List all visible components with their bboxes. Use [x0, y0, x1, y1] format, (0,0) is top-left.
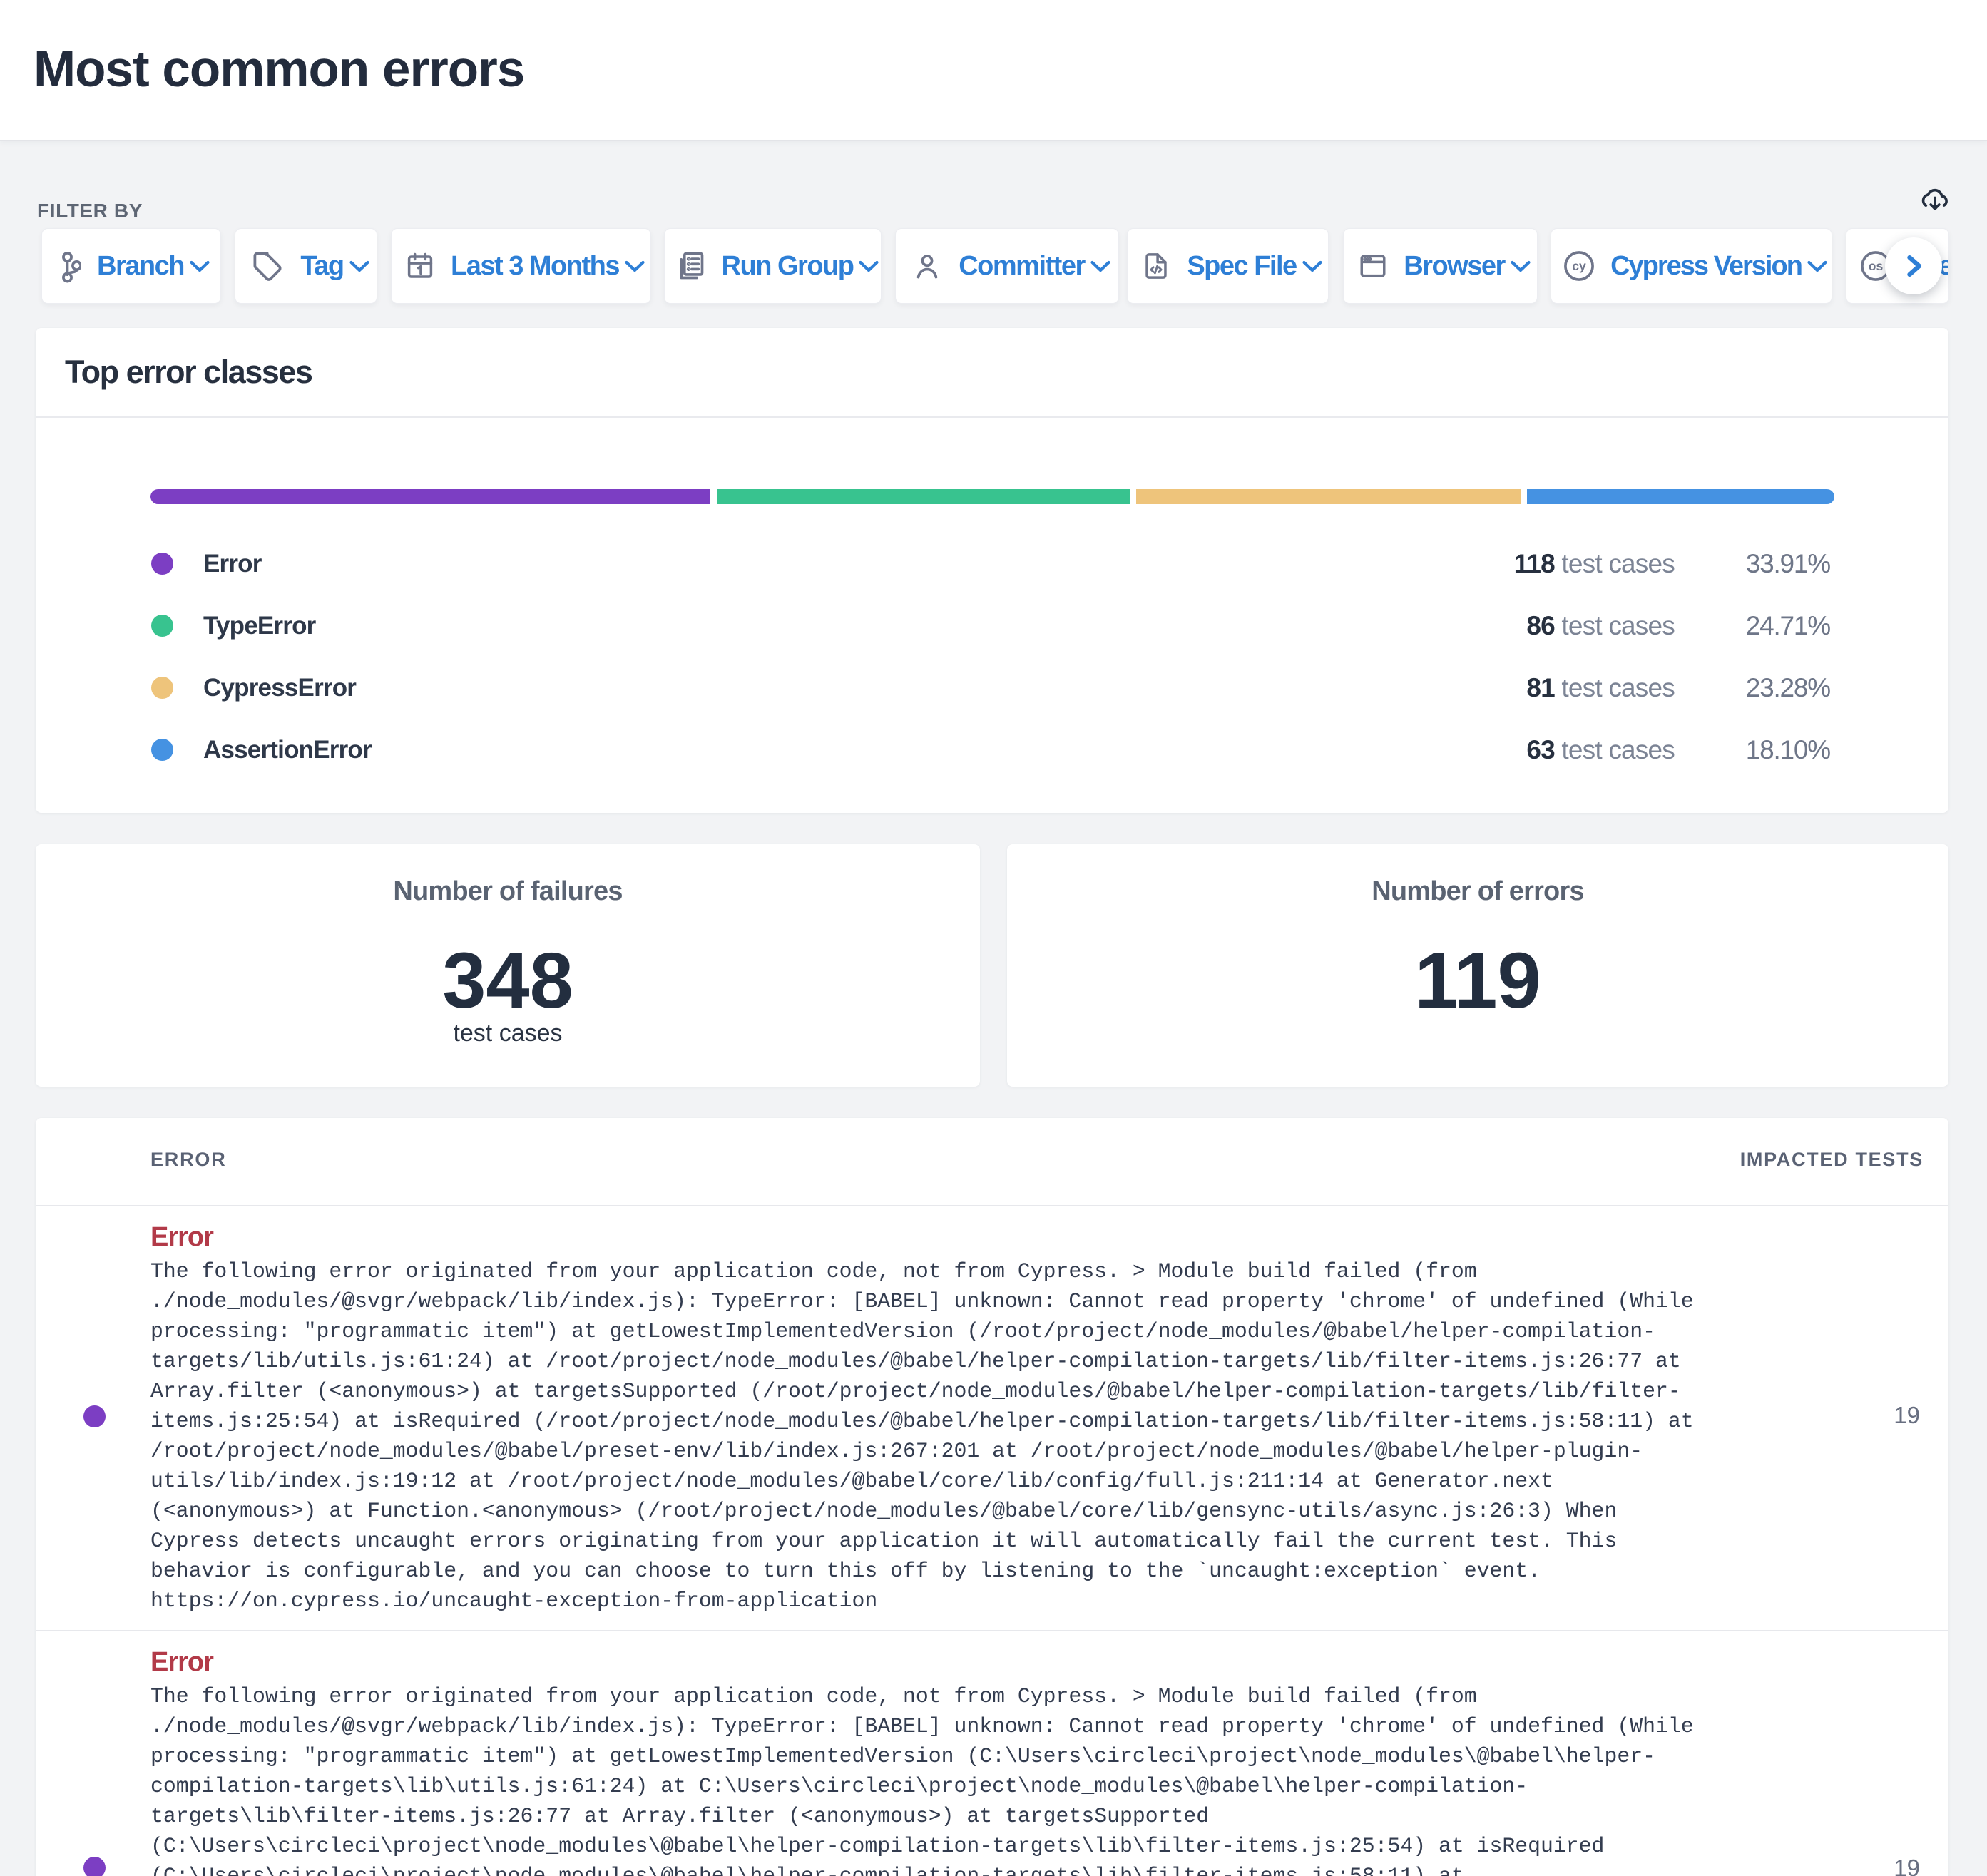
svg-text:cy: cy — [1572, 259, 1586, 273]
svg-text:os: os — [1869, 259, 1884, 273]
